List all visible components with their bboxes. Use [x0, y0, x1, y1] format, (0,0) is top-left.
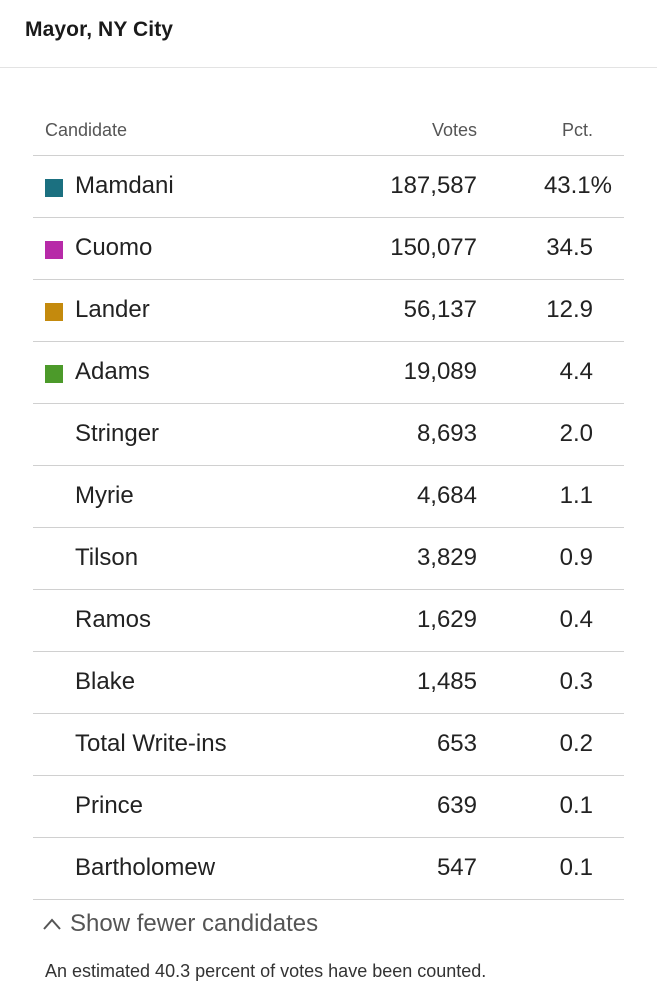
candidate-votes: 1,629	[416, 606, 477, 633]
candidate-name: Blake	[75, 668, 136, 695]
candidate-color-swatch	[45, 303, 63, 321]
table-row: Ramos 1,629 0.4	[33, 590, 624, 652]
results-table: Candidate Votes Pct. Mamdani 187,587 43.1%…	[33, 104, 624, 900]
show-fewer-candidates-label: Show fewer candidates	[70, 910, 319, 937]
candidate-color-swatch	[45, 179, 63, 197]
candidate-pct: 0.9	[559, 544, 593, 571]
results-header: Mayor, NY City	[0, 0, 657, 68]
candidate-pct: 12.9	[546, 296, 593, 323]
table-row: Blake 1,485 0.3	[33, 652, 624, 714]
candidate-name: Adams	[75, 358, 150, 385]
candidate-votes: 19,089	[403, 358, 477, 385]
candidate-pct: 0.1	[559, 792, 593, 819]
column-header-pct: Pct.	[561, 120, 593, 140]
table-row: Adams 19,089 4.4	[33, 342, 624, 404]
column-header-votes: Votes	[431, 120, 477, 140]
candidate-pct: 0.1	[559, 854, 593, 881]
candidate-name: Ramos	[75, 606, 152, 633]
table-row: Cuomo 150,077 34.5	[33, 218, 624, 280]
column-header-candidate: Candidate	[45, 120, 128, 140]
table-row: Bartholomew 547 0.1	[33, 838, 624, 900]
chevron-up-icon	[43, 918, 61, 930]
race-title: Mayor, NY City	[25, 18, 174, 41]
table-row: Myrie 4,684 1.1	[33, 466, 624, 528]
candidate-pct: 4.4	[559, 358, 593, 385]
candidate-name: Myrie	[75, 482, 134, 509]
candidate-name: Stringer	[75, 420, 160, 447]
candidate-votes: 187,587	[390, 172, 477, 199]
candidate-pct: 0.3	[559, 668, 593, 695]
table-row: Stringer 8,693 2.0	[33, 404, 624, 466]
table-header-row: Candidate Votes Pct.	[33, 104, 624, 156]
show-fewer-candidates-button[interactable]: Show fewer candidates	[42, 910, 318, 938]
candidate-votes: 547	[436, 854, 477, 881]
candidate-votes: 653	[436, 730, 477, 757]
candidate-name: Tilson	[75, 544, 139, 571]
candidate-votes: 639	[436, 792, 477, 819]
candidate-name: Lander	[75, 296, 150, 323]
candidate-color-swatch	[45, 241, 63, 259]
candidate-pct: 0.2	[559, 730, 593, 757]
candidate-color-swatch	[45, 365, 63, 383]
table-row: Lander 56,137 12.9	[33, 280, 624, 342]
candidate-votes: 4,684	[416, 482, 477, 509]
candidate-votes: 8,693	[416, 420, 477, 447]
candidate-name: Prince	[75, 792, 144, 819]
candidate-votes: 1,485	[416, 668, 477, 695]
candidate-pct: 1.1	[559, 482, 593, 509]
table-row: Tilson 3,829 0.9	[33, 528, 624, 590]
candidate-pct: 34.5	[546, 234, 593, 261]
candidate-votes: 3,829	[416, 544, 477, 571]
candidate-name: Cuomo	[75, 234, 153, 261]
candidate-name: Bartholomew	[75, 854, 216, 881]
candidate-name: Total Write-ins	[75, 730, 227, 757]
candidate-pct: 43.1%	[543, 172, 612, 199]
candidate-pct: 0.4	[559, 606, 593, 633]
table-body: Mamdani 187,587 43.1% Cuomo 150,077 34.5 Lande…	[33, 156, 624, 900]
table-row: Mamdani 187,587 43.1%	[33, 156, 624, 218]
candidate-name: Mamdani	[75, 172, 174, 199]
counted-footnote: An estimated 40.3 percent of votes have …	[45, 961, 487, 981]
candidate-votes: 56,137	[403, 296, 477, 323]
table-row: Total Write-ins 653 0.2	[33, 714, 624, 776]
table-row: Prince 639 0.1	[33, 776, 624, 838]
candidate-votes: 150,077	[390, 234, 477, 261]
candidate-pct: 2.0	[559, 420, 593, 447]
